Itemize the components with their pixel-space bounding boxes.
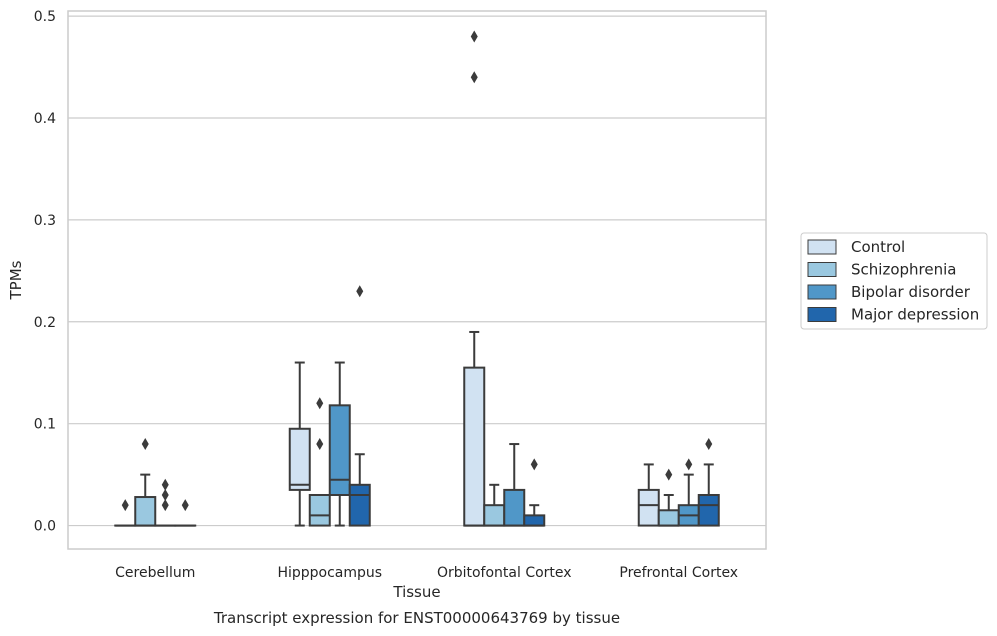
outlier-point	[161, 488, 169, 501]
outlier-point	[705, 438, 713, 451]
box-control-0	[114, 499, 137, 527]
box-major-depression-0	[174, 499, 197, 527]
plot-frame	[67, 10, 767, 550]
box-body	[483, 504, 506, 527]
y-axis-ticks: 0.0 0.1 0.2 0.3 0.4 0.5	[34, 9, 56, 534]
box-bipolar-disorder-2	[503, 443, 526, 527]
outlier-point	[141, 438, 149, 451]
x-tick-label: Prefrontal Cortex	[619, 565, 738, 581]
legend-label: Schizophrenia	[851, 261, 956, 279]
outlier-point	[530, 458, 538, 471]
outlier-point	[470, 71, 478, 84]
legend-label: Control	[851, 238, 905, 256]
outlier-point	[121, 499, 129, 512]
legend-swatch	[807, 307, 837, 322]
box-body	[288, 427, 311, 491]
legend-label: Bipolar disorder	[851, 283, 971, 301]
y-tick-label: 0.4	[34, 111, 56, 127]
box-body	[463, 366, 486, 527]
legend-swatch	[807, 262, 837, 277]
box-body	[503, 488, 526, 527]
box-body	[134, 496, 157, 527]
box-major-depression-2	[523, 458, 546, 527]
chart-title: Transcript expression for ENST0000064376…	[213, 609, 620, 627]
legend-swatch	[807, 239, 837, 255]
outlier-point	[181, 499, 189, 512]
box-schizophrenia-2	[483, 483, 506, 527]
x-tick-label: Orbitofontal Cortex	[437, 565, 572, 581]
outlier-point	[685, 458, 693, 471]
y-axis-label: TPMs	[7, 260, 25, 300]
box-schizophrenia-3	[657, 468, 680, 527]
y-tick-label: 0.1	[34, 417, 56, 433]
box-control-2	[463, 30, 486, 527]
box-body	[657, 509, 680, 527]
outlier-point	[161, 499, 169, 512]
outlier-point	[161, 478, 169, 491]
box-body	[348, 483, 371, 527]
outlier-point	[316, 438, 324, 451]
x-tick-label: Cerebellum	[115, 565, 195, 581]
outlier-point	[316, 397, 324, 410]
box-control-3	[637, 463, 660, 527]
box-major-depression-1	[348, 285, 371, 527]
box-major-depression-3	[697, 438, 720, 527]
box-body	[328, 404, 351, 496]
y-tick-label: 0.2	[34, 315, 56, 331]
boxes-layer	[114, 30, 720, 527]
legend-swatch	[807, 284, 837, 300]
x-axis-ticks: Cerebellum Hipppocampus Orbitofontal Corte…	[115, 565, 738, 581]
legend-label: Major depression	[851, 306, 979, 324]
outlier-point	[665, 468, 673, 481]
box-bipolar-disorder-0	[154, 478, 177, 527]
y-tick-label: 0.3	[34, 213, 56, 229]
x-tick-label: Hipppocampus	[277, 565, 382, 581]
legend-frame	[800, 232, 988, 330]
grid-lines	[68, 15, 766, 527]
box-body	[697, 493, 720, 527]
box-control-1	[288, 361, 311, 527]
box-bipolar-disorder-1	[328, 361, 351, 527]
y-tick-label: 0.5	[34, 9, 56, 25]
x-axis-label: Tissue	[392, 583, 440, 601]
box-schizophrenia-0	[134, 438, 157, 527]
legend: Control Schizophrenia Bipolar disorder Majo…	[800, 232, 988, 330]
box-body	[308, 493, 331, 527]
outlier-point	[356, 285, 364, 298]
box-body	[523, 514, 546, 527]
box-schizophrenia-1	[308, 397, 331, 527]
box-body	[637, 488, 660, 527]
outlier-point	[470, 30, 478, 43]
box-bipolar-disorder-3	[677, 458, 700, 527]
y-tick-label: 0.0	[34, 519, 56, 535]
